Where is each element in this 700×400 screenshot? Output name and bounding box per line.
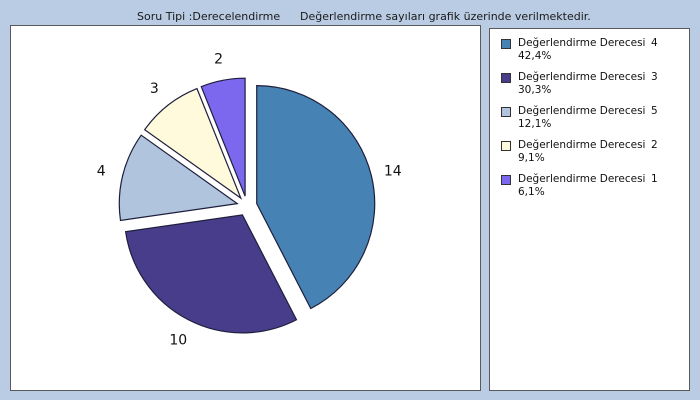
- chart-header: Soru Tipi :Derecelendirme Değerlendirme …: [0, 10, 700, 26]
- legend-swatch: [501, 39, 511, 49]
- legend-item-degree-4: Değerlendirme Derecesi 4 42,4%: [501, 37, 686, 67]
- pie-chart-panel: 14 10 4 3 2: [10, 25, 481, 391]
- legend-label: Değerlendirme Derecesi: [518, 37, 646, 49]
- pie-slice-degree-5: [118, 134, 239, 222]
- pie-chart: 14 10 4 3 2: [97, 52, 402, 349]
- legend-swatch: [501, 175, 511, 185]
- pie-value-label: 2: [214, 52, 223, 68]
- legend-degree: 5: [651, 105, 658, 117]
- legend-label: Değerlendirme Derecesi: [518, 105, 646, 117]
- legend-percent: 6,1%: [518, 186, 545, 198]
- pie-slice-degree-1: [200, 77, 246, 197]
- legend-swatch: [501, 141, 511, 151]
- pie-value-label: 10: [169, 332, 187, 348]
- legend-label: Değerlendirme Derecesi: [518, 173, 646, 185]
- legend-item-degree-2: Değerlendirme Derecesi 2 9,1%: [501, 139, 686, 169]
- legend-label: Değerlendirme Derecesi: [518, 71, 646, 83]
- legend-swatch: [501, 107, 511, 117]
- pie-slice-degree-3: [124, 214, 298, 334]
- legend-label: Değerlendirme Derecesi: [518, 139, 646, 151]
- legend-degree: 3: [651, 71, 658, 83]
- pie-slice-degree-4: [256, 85, 376, 310]
- legend-degree: 4: [651, 37, 658, 49]
- legend-panel: Değerlendirme Derecesi 4 42,4% Değerlendirm…: [489, 28, 690, 391]
- legend-item-degree-5: Değerlendirme Derecesi 5 12,1%: [501, 105, 686, 135]
- legend-swatch: [501, 73, 511, 83]
- chart-caption: Değerlendirme sayıları grafik üzerinde v…: [300, 10, 591, 23]
- legend-percent: 30,3%: [518, 84, 552, 96]
- legend-percent: 9,1%: [518, 152, 545, 164]
- legend-item-degree-1: Değerlendirme Derecesi 1 6,1%: [501, 173, 686, 203]
- question-type-label: Soru Tipi :Derecelendirme: [137, 10, 281, 23]
- legend-percent: 42,4%: [518, 50, 552, 62]
- pie-value-label: 4: [97, 164, 106, 180]
- pie-value-label: 14: [384, 164, 402, 180]
- legend-degree: 2: [651, 139, 658, 151]
- legend-degree: 1: [651, 173, 658, 185]
- legend-percent: 12,1%: [518, 118, 552, 130]
- legend-item-degree-3: Değerlendirme Derecesi 3 30,3%: [501, 71, 686, 101]
- pie-value-label: 3: [150, 81, 159, 97]
- pie-slice-degree-2: [143, 87, 243, 200]
